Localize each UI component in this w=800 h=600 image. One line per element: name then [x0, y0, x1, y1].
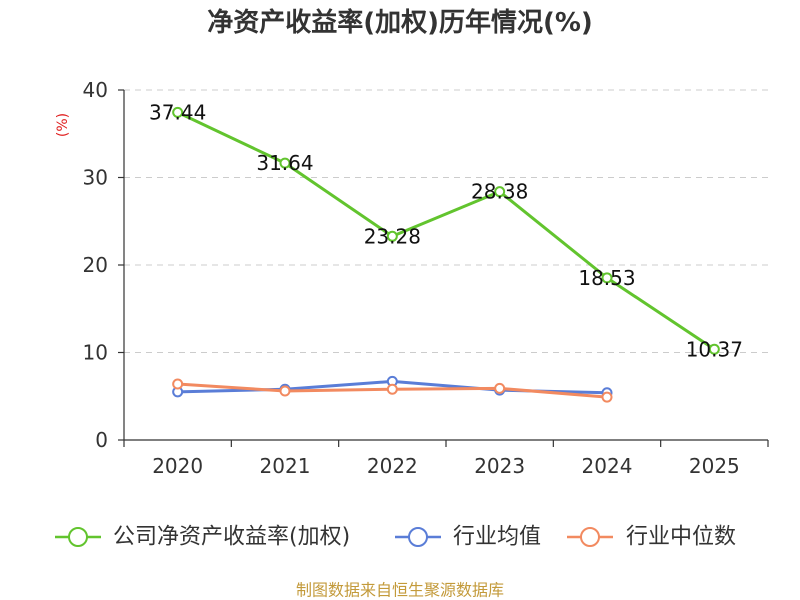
- data-point-company-roe-2021: [279, 157, 291, 169]
- series-layer: [172, 106, 720, 403]
- legend-item-industry-median[interactable]: 行业中位数: [567, 525, 736, 550]
- data-point-company-roe-2022: [386, 230, 398, 242]
- x-tick-label-2025: 2025: [689, 454, 740, 478]
- data-label-company-roe-2023: 28.38: [471, 180, 528, 204]
- y-tick-label-20: 20: [83, 253, 108, 277]
- series-line-company-roe: [176, 110, 716, 351]
- data-label-company-roe-2024: 18.53: [578, 266, 635, 290]
- y-axis-label: (%): [55, 113, 71, 137]
- y-tick-label-0: 0: [95, 428, 108, 452]
- x-tick-label-2021: 2021: [260, 454, 311, 478]
- grid-lines: [124, 89, 768, 353]
- data-label-company-roe-2021: 31.64: [256, 151, 313, 175]
- legend-marker-industry-median: [580, 527, 600, 547]
- series-company-roe: [172, 106, 720, 355]
- data-label-company-roe-2025: 10.37: [686, 337, 743, 361]
- x-tick-label-2024: 2024: [582, 454, 633, 478]
- data-point-company-roe-2025: [708, 343, 720, 355]
- data-point-industry-median-2021: [279, 385, 291, 397]
- series-industry-median: [172, 378, 613, 403]
- chart-title: 净资产收益率(加权)历年情况(%): [207, 7, 593, 38]
- data-point-industry-median-2020: [172, 378, 184, 390]
- data-point-company-roe-2023: [494, 186, 506, 198]
- legend-marker-industry-mean: [408, 527, 428, 547]
- legend-marker-company-roe: [68, 527, 88, 547]
- data-point-industry-median-2022: [386, 383, 398, 395]
- data-point-company-roe-2020: [172, 106, 184, 118]
- data-label-company-roe-2020: 37.44: [149, 100, 206, 124]
- data-point-industry-median-2024: [601, 391, 613, 403]
- source-footer: 制图数据来自恒生聚源数据库: [296, 581, 504, 600]
- data-labels: 37.44 31.64 23.28 28.38 18.53 10.37: [149, 100, 743, 361]
- data-point-industry-median-2023: [494, 382, 506, 394]
- y-tick-label-40: 40: [83, 78, 108, 102]
- legend-item-industry-mean[interactable]: 行业均值: [395, 525, 541, 550]
- y-tick-label-10: 10: [83, 341, 108, 365]
- axes: 0 10 20 30 40 2020 2021 2022 2023 2024 2025: [83, 78, 769, 478]
- y-tick-label-30: 30: [83, 166, 108, 190]
- x-tick-label-2022: 2022: [367, 454, 418, 478]
- data-point-company-roe-2024: [601, 272, 613, 284]
- legend: 公司净资产收益率(加权) 行业均值 行业中位数: [55, 525, 736, 550]
- x-tick-label-2020: 2020: [152, 454, 203, 478]
- legend-label-industry-median: 行业中位数: [626, 525, 736, 550]
- data-label-company-roe-2022: 23.28: [364, 224, 421, 248]
- x-tick-label-2023: 2023: [474, 454, 525, 478]
- legend-item-company-roe[interactable]: 公司净资产收益率(加权): [55, 525, 350, 550]
- legend-label-industry-mean: 行业均值: [453, 525, 541, 550]
- legend-label-company-roe: 公司净资产收益率(加权): [113, 525, 350, 550]
